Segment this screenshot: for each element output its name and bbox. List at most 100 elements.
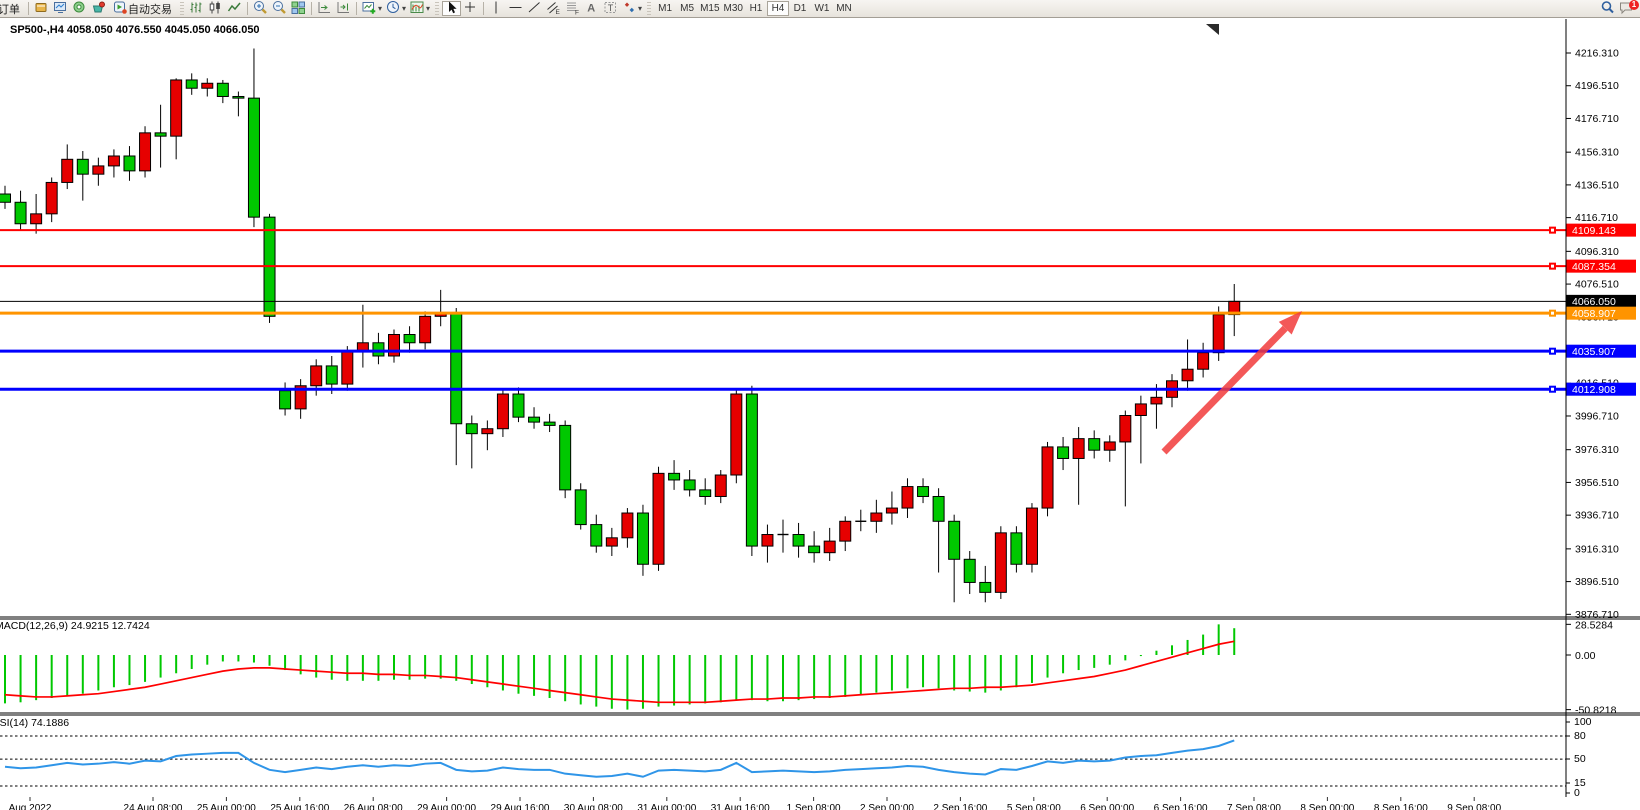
macd-scale-min: -50.8218 bbox=[1575, 705, 1617, 717]
timeframe-h4-button[interactable]: H4 bbox=[766, 1, 789, 16]
new-order-button[interactable] bbox=[32, 1, 51, 16]
fibonacci-tool-button[interactable]: F bbox=[563, 1, 582, 16]
bar-chart-icon bbox=[189, 0, 204, 17]
candle-body bbox=[216, 82, 229, 97]
support-line[interactable]: 4012.908 bbox=[0, 382, 1636, 396]
timeframe-h1-button[interactable]: H1 bbox=[745, 1, 767, 16]
candle-body bbox=[932, 495, 945, 522]
chart-area: 4216.310 4196.510 4176.710 4156.310 4136.510… bbox=[0, 18, 1640, 810]
zoom-out-button[interactable] bbox=[270, 0, 289, 16]
zoom-in-button[interactable] bbox=[251, 0, 270, 16]
candle-body bbox=[481, 428, 494, 435]
candle-body bbox=[341, 350, 354, 385]
price-flag bbox=[1566, 306, 1636, 320]
price-flag bbox=[1566, 382, 1636, 396]
toolbar-separator bbox=[28, 2, 29, 15]
trendline-tool-button[interactable] bbox=[525, 1, 544, 16]
candle-body bbox=[61, 158, 74, 183]
search-button[interactable] bbox=[1598, 0, 1617, 16]
arrows-tool-button[interactable]: ▾ bbox=[620, 1, 644, 16]
price-flag bbox=[1566, 344, 1636, 358]
timeframe-m30-button[interactable]: M30 bbox=[723, 3, 743, 14]
support-line[interactable]: 4035.907 bbox=[0, 344, 1636, 358]
horizontal-line-icon bbox=[508, 0, 523, 17]
timeframe-m5-button[interactable]: M5 bbox=[676, 1, 698, 16]
auto-scroll-icon bbox=[317, 0, 332, 17]
candle-body bbox=[1212, 314, 1225, 354]
price-flag bbox=[1566, 259, 1636, 273]
price-tick-label: 3896.510 bbox=[1575, 576, 1619, 588]
rsi-scale-label: 0 bbox=[1574, 787, 1580, 799]
candlestick-button[interactable] bbox=[206, 1, 225, 16]
candle-body bbox=[310, 365, 323, 387]
pane-separators[interactable] bbox=[0, 616, 1640, 716]
indicators-button[interactable]: ▾ bbox=[408, 1, 432, 16]
time-tick-label: 31 Aug 16:00 bbox=[711, 803, 770, 810]
price-tick-label: 3936.710 bbox=[1575, 510, 1619, 522]
candle-body bbox=[1181, 368, 1194, 382]
crosshair-tool-button[interactable] bbox=[461, 1, 480, 16]
time-tick-label: Aug 2022 bbox=[9, 803, 52, 810]
rsi-scale-label: 15 bbox=[1574, 777, 1586, 789]
resistance-line[interactable]: 4109.143 bbox=[0, 223, 1636, 237]
channel-icon: E bbox=[546, 0, 561, 17]
timeframe-w1-button[interactable]: W1 bbox=[811, 1, 833, 16]
toolbar-separator bbox=[311, 2, 312, 15]
auto-scroll-button[interactable] bbox=[315, 1, 334, 16]
candle-body bbox=[496, 393, 509, 430]
text-label-tool-button[interactable]: T bbox=[601, 1, 620, 16]
candle-body bbox=[574, 489, 587, 526]
timeframe-m1-button[interactable]: M1 bbox=[654, 1, 676, 16]
notifications-button[interactable]: 1 bbox=[1617, 0, 1639, 16]
time-axis: Aug 2022 24 Aug 08:00 25 Aug 00:00 25 Aug 1… bbox=[9, 797, 1502, 810]
market-basket-button[interactable] bbox=[89, 1, 108, 16]
key-level-line[interactable]: 4058.907 bbox=[0, 306, 1636, 320]
candle-body bbox=[1197, 352, 1210, 370]
text-icon: A bbox=[584, 0, 599, 17]
cursor-tool-button[interactable] bbox=[442, 0, 462, 17]
candle-body bbox=[76, 158, 89, 175]
bar-chart-button[interactable] bbox=[187, 1, 206, 16]
rsi-indicator: 100 80 50 150 bbox=[4, 716, 1592, 799]
order-button[interactable]: 订单 bbox=[0, 1, 25, 16]
text-tool-button[interactable]: A bbox=[582, 1, 601, 16]
price-tick-label: 3996.710 bbox=[1575, 410, 1619, 422]
horizontal-line-tool-button[interactable] bbox=[506, 1, 525, 16]
resistance-line[interactable]: 4087.354 bbox=[0, 259, 1636, 273]
fibonacci-icon: F bbox=[565, 0, 580, 17]
timeframe-d1-button[interactable]: D1 bbox=[789, 1, 811, 16]
toolbar-grip bbox=[435, 2, 440, 15]
trend-arrow-annotation[interactable] bbox=[1161, 311, 1302, 455]
price-tick-label: 4136.510 bbox=[1575, 179, 1619, 191]
cursor-icon bbox=[444, 0, 459, 17]
candle-body bbox=[1103, 441, 1116, 451]
price-flag-label: 4087.354 bbox=[1572, 261, 1616, 273]
current-price-line[interactable]: 4066.050 bbox=[0, 294, 1636, 308]
candle-body bbox=[636, 512, 649, 565]
timeframe-m15-button[interactable]: M15 bbox=[700, 3, 720, 14]
line-chart-button[interactable] bbox=[225, 1, 244, 16]
new-order-icon bbox=[34, 0, 49, 17]
market-watch-button[interactable] bbox=[51, 1, 70, 16]
candle-body bbox=[979, 581, 992, 593]
vertical-line-tool-button[interactable] bbox=[487, 1, 506, 16]
auto-trading-button[interactable]: 自动交易 bbox=[108, 1, 177, 16]
channel-tool-button[interactable]: E bbox=[544, 1, 563, 16]
signal-button[interactable] bbox=[70, 1, 89, 16]
svg-text:E: E bbox=[556, 9, 561, 15]
new-chart-button[interactable]: ▾ bbox=[360, 1, 384, 16]
auto-trading-label: 自动交易 bbox=[128, 3, 172, 16]
tile-windows-button[interactable] bbox=[289, 1, 308, 16]
chart-shift-button[interactable] bbox=[334, 1, 353, 16]
time-tick-label: 7 Sep 08:00 bbox=[1227, 803, 1281, 810]
candle-body bbox=[185, 79, 198, 89]
macd-label: MACD(12,26,9) 24.9215 12.7424 bbox=[0, 620, 150, 632]
price-tick-label: 4216.310 bbox=[1575, 48, 1619, 60]
timeframes-clock-button[interactable]: ▾ bbox=[384, 0, 408, 16]
candle-body bbox=[403, 334, 416, 344]
price-tick-label: 4096.310 bbox=[1575, 246, 1619, 258]
timeframe-mn-button[interactable]: MN bbox=[833, 1, 855, 16]
vertical-line-icon bbox=[489, 0, 504, 17]
candle-body bbox=[543, 421, 556, 426]
